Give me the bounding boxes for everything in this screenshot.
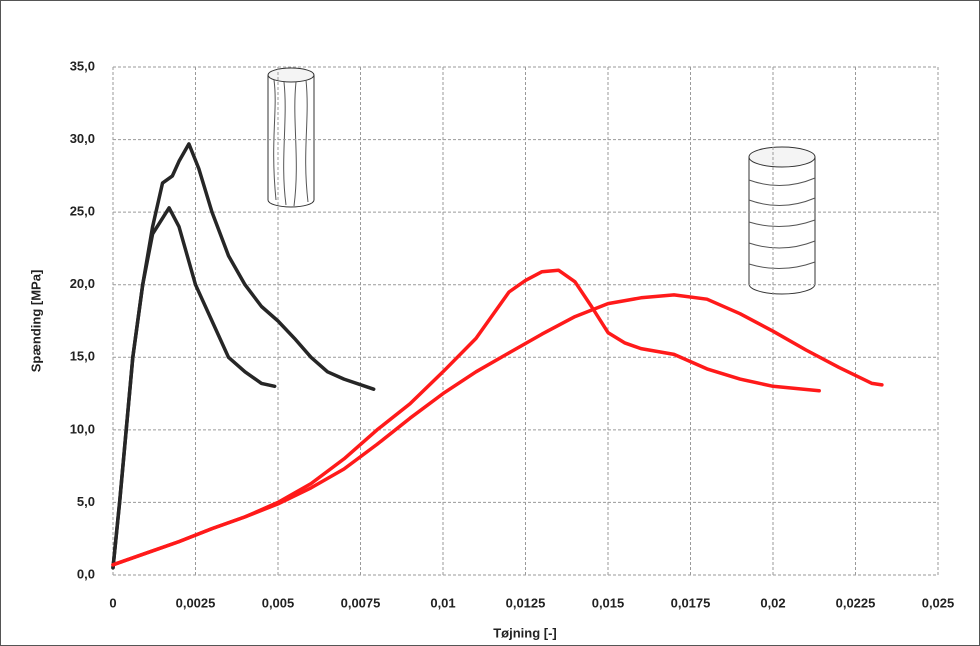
x-tick-label: 0,0225 [836,595,876,610]
x-tick-label: 0,015 [592,595,625,610]
x-tick-label: 0,025 [922,595,955,610]
y-axis-title: Spænding [MPa] [28,270,43,373]
y-tick-label: 15,0 [70,349,95,364]
y-tick-label: 0,0 [77,566,95,581]
x-tick-label: 0,0125 [506,595,546,610]
chart: Spænding [MPa] Tøjning [-] 0,0 5,0 10,0 15,… [0,0,980,646]
x-tick-label: 0,005 [262,595,295,610]
x-tick-label: 0,02 [760,595,785,610]
y-tick-label: 5,0 [77,494,95,509]
y-tick-label: 20,0 [70,276,95,291]
x-tick-label: 0,0025 [176,595,216,610]
chart-border [1,1,980,646]
x-tick-label: 0,0175 [671,595,711,610]
y-tick-label: 25,0 [70,204,95,219]
y-tick-label: 30,0 [70,131,95,146]
y-tick-label: 35,0 [70,58,95,73]
y-tick-label: 10,0 [70,421,95,436]
x-tick-label: 0,0075 [341,595,381,610]
x-tick-label: 0 [109,595,116,610]
x-tick-label: 0,01 [430,595,455,610]
x-axis-title: Tøjning [-] [493,625,557,640]
